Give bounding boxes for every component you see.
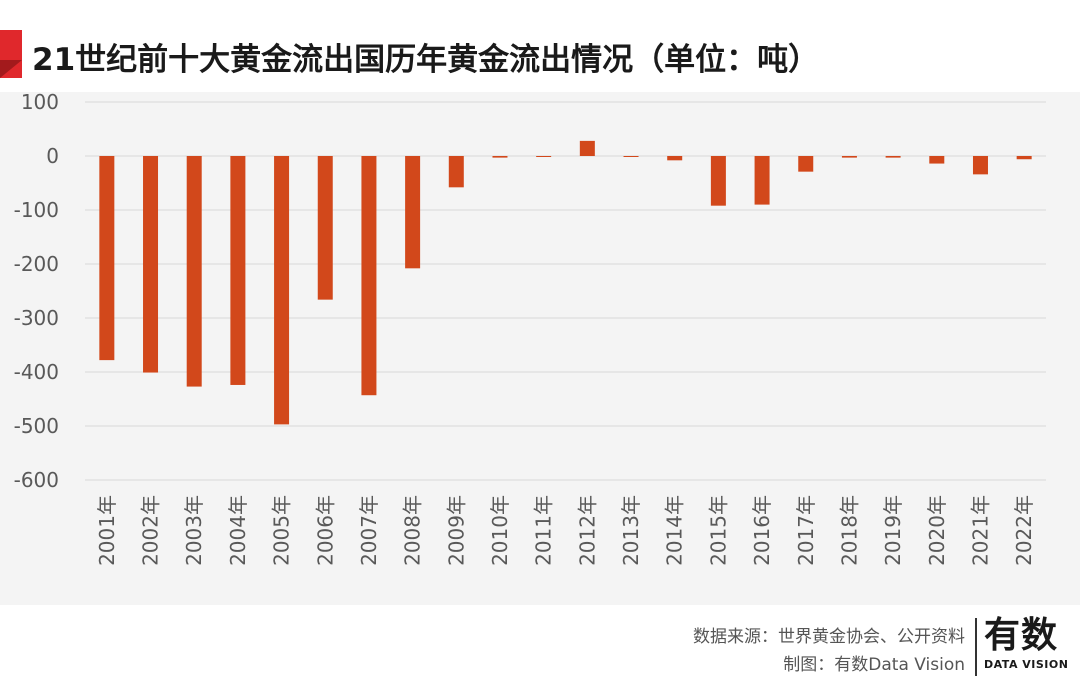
y-tick-label: -600	[14, 468, 59, 492]
bar-2016年	[754, 156, 770, 205]
source-note: 数据来源：世界黄金协会、公开资料	[693, 627, 965, 647]
bar-2009年	[448, 156, 464, 188]
bar-2017年	[798, 156, 814, 172]
y-tick-label: -100	[14, 198, 59, 222]
x-tick-label: 2010年	[488, 495, 512, 566]
bar-2014年	[667, 156, 683, 161]
bar-2018年	[841, 156, 857, 158]
bar-2008年	[405, 156, 421, 269]
bar-2019年	[885, 156, 901, 158]
x-tick-label: 2012年	[575, 495, 599, 566]
x-tick-label: 2017年	[794, 495, 818, 566]
bar-2011年	[536, 156, 552, 157]
y-tick-label: -500	[14, 414, 59, 438]
bar-2002年	[143, 156, 159, 373]
x-tick-label: 2021年	[968, 495, 992, 566]
x-tick-label: 2016年	[750, 495, 774, 566]
bar-2015年	[710, 156, 726, 206]
y-tick-label: 100	[21, 90, 59, 114]
bar-2020年	[929, 156, 945, 164]
x-tick-label: 2006年	[313, 495, 337, 566]
y-tick-label: 0	[46, 144, 59, 168]
bar-2021年	[972, 156, 988, 175]
brand-logo: 有数 DATA VISION	[984, 614, 1076, 680]
bar-2001年	[99, 156, 115, 361]
title-accent-fold	[0, 60, 22, 78]
x-tick-label: 2011年	[532, 495, 556, 566]
x-tick-label: 2004年	[226, 495, 250, 566]
bar-2003年	[186, 156, 202, 387]
x-tick-label: 2005年	[270, 495, 294, 566]
title-bar: 21世纪前十大黄金流出国历年黄金流出情况（单位：吨）	[0, 0, 1080, 92]
x-tick-label: 2008年	[401, 495, 425, 566]
x-tick-label: 2018年	[837, 495, 861, 566]
bar-2006年	[317, 156, 333, 300]
bar-2007年	[361, 156, 377, 396]
x-tick-label: 2009年	[444, 495, 468, 566]
logo-subtitle: DATA VISION	[984, 658, 1069, 671]
x-tick-label: 2007年	[357, 495, 381, 566]
bar-2013年	[623, 156, 639, 157]
y-tick-label: -400	[14, 360, 59, 384]
bar-2010年	[492, 156, 508, 158]
y-tick-label: -200	[14, 252, 59, 276]
logo-wordmark: 有数	[984, 615, 1059, 656]
x-tick-label: 2020年	[925, 495, 949, 566]
y-tick-label: -300	[14, 306, 59, 330]
y-axis-ticks: 100 0 -100 -200 -300 -400 -500 -600	[14, 90, 59, 492]
plot-background	[0, 92, 1080, 605]
footer-divider	[975, 618, 977, 676]
x-tick-label: 2019年	[881, 495, 905, 566]
x-tick-label: 2003年	[182, 495, 206, 566]
x-tick-label: 2022年	[1012, 495, 1036, 566]
bar-2005年	[274, 156, 290, 425]
x-axis-ticks: 2001年 2002年 2003年 2004年 2005年 2006年 2007年 2008年…	[95, 495, 1036, 566]
bar-2004年	[230, 156, 246, 385]
x-tick-label: 2001年	[95, 495, 119, 566]
grid-lines	[85, 101, 1046, 481]
page-title: 21世纪前十大黄金流出国历年黄金流出情况（单位：吨）	[32, 42, 820, 78]
x-tick-label: 2015年	[706, 495, 730, 566]
maker-note: 制图：有数Data Vision	[783, 655, 965, 675]
x-tick-label: 2002年	[139, 495, 163, 566]
x-tick-label: 2014年	[663, 495, 687, 566]
bar-2022年	[1016, 156, 1032, 160]
bar-2012年	[579, 140, 595, 156]
x-tick-label: 2013年	[619, 495, 643, 566]
bars	[99, 140, 1032, 425]
